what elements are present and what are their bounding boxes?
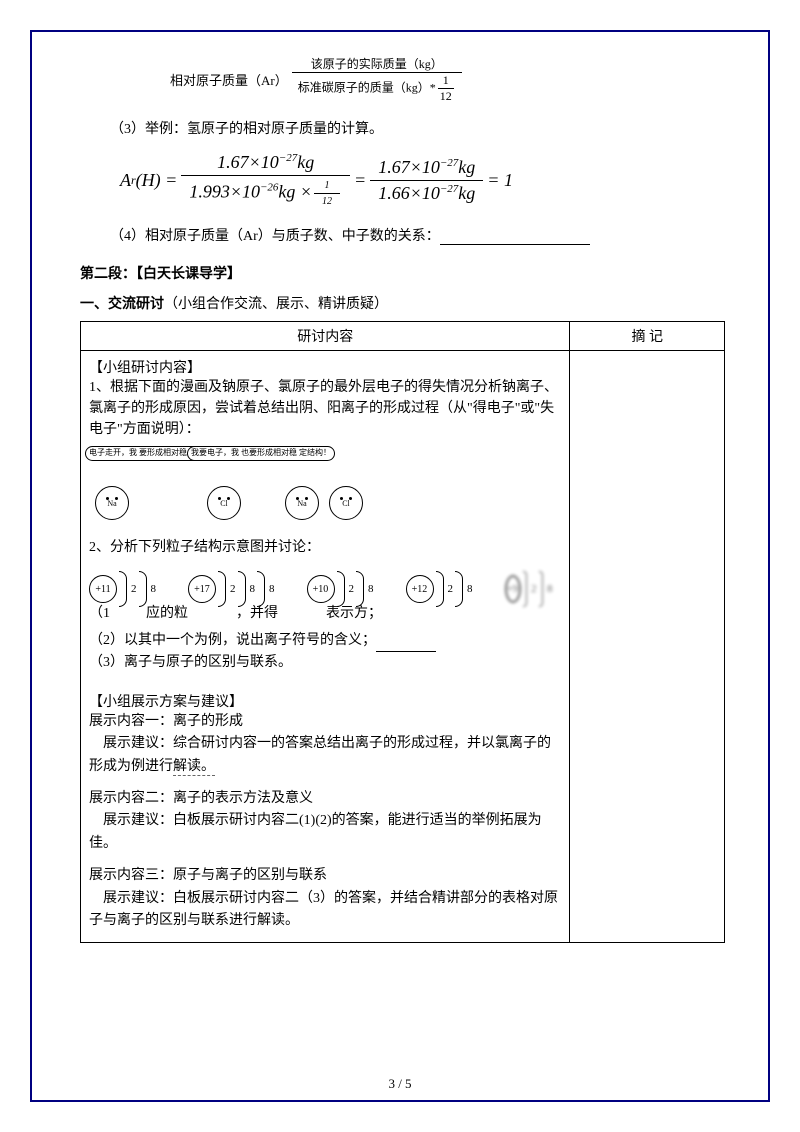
question-2-3: （3）离子与原子的区别与联系。 <box>89 652 561 674</box>
show-3-title: 展示内容三：原子与离子的区别与联系 <box>89 865 561 887</box>
col-header-content: 研讨内容 <box>81 322 570 351</box>
fraction-num: 该原子的实际质量（kg） <box>292 55 462 73</box>
question-2-2: （2）以其中一个为例，说出离子符号的含义； <box>89 630 561 652</box>
shell-atom-11: +1128 <box>89 564 158 614</box>
atom-na-icon: Na <box>95 486 129 520</box>
question-2: 2、分析下列粒子结构示意图并讨论： <box>89 536 561 556</box>
shell-atom-10: +1028 <box>307 564 376 614</box>
discussion-cell: 【小组研讨内容】 1、根据下面的漫画及钠原子、氯原子的最外层电子的得失情况分析钠… <box>81 351 570 943</box>
fraction-den: 标准碳原子的质量（kg）*112 <box>292 73 462 104</box>
shell-atom-17: +17288 <box>188 564 277 614</box>
relative-mass-formula: 相对原子质量（Ar） 该原子的实际质量（kg） 标准碳原子的质量（kg）*112 <box>170 55 725 104</box>
show-3-block: 展示内容三：原子与离子的区别与联系 展示建议：白板展示研讨内容二（3）的答案，并… <box>89 865 561 932</box>
formula-label: 相对原子质量（Ar） <box>170 70 288 89</box>
show-3-body: 展示建议：白板展示研讨内容二（3）的答案，并结合精讲部分的表格对原子与离子的区别… <box>89 888 561 933</box>
page-content: 相对原子质量（Ar） 该原子的实际质量（kg） 标准碳原子的质量（kg）*112… <box>80 55 725 1077</box>
plan-block: 【小组展示方案与建议】 展示内容一：离子的形成 展示建议：综合研讨内容一的答案总… <box>89 691 561 778</box>
exchange-head: 一、交流研讨（小组合作交流、展示、精讲质疑） <box>80 293 725 313</box>
col-header-notes: 摘 记 <box>570 322 725 351</box>
atom-cl-icon: Cl <box>329 486 363 520</box>
cartoon-na-lose: 电子走开，我 要形成相对稳 定结构！ Na <box>89 450 169 520</box>
group-discuss-block: 【小组研讨内容】 1、根据下面的漫画及钠原子、氯原子的最外层电子的得失情况分析钠… <box>89 357 561 440</box>
item-3: （3）举例：氢原子的相对原子质量的计算。 <box>110 118 725 138</box>
cartoon-cl-gain: 我要电子，我 也要形成相对稳 定结构！ Cl <box>187 450 267 520</box>
table-row: 【小组研讨内容】 1、根据下面的漫画及钠原子、氯原子的最外层电子的得失情况分析钠… <box>81 351 725 943</box>
show-2-title: 展示内容二：离子的表示方法及意义 <box>89 788 561 810</box>
big-frac-2: 1.67×10−27kg 1.66×10−27kg <box>370 155 483 206</box>
blank-fill[interactable] <box>440 231 590 245</box>
shell-atom-12: +1228 <box>406 564 475 614</box>
notes-cell[interactable] <box>570 351 725 943</box>
show-1-title: 展示内容一：离子的形成 <box>89 711 561 733</box>
shell-atom-9-blur: +928 <box>505 569 555 609</box>
item-4: （4）相对原子质量（Ar）与质子数、中子数的关系： <box>110 225 725 245</box>
atom-cl-icon: Cl <box>207 486 241 520</box>
cartoon-pair: Na Cl <box>285 450 385 520</box>
question-1: 1、根据下面的漫画及钠原子、氯原子的最外层电子的得失情况分析钠离子、氯离子的形成… <box>89 377 561 440</box>
show-2-body: 展示建议：白板展示研讨内容二(1)(2)的答案，能进行适当的举例拓展为佳。 <box>89 810 561 855</box>
cartoon-strip: 电子走开，我 要形成相对稳 定结构！ Na 我要电子，我 也要形成相对稳 定结构… <box>89 450 561 520</box>
show-1-body: 展示建议：综合研讨内容一的答案总结出离子的形成过程，并以氯离子的形成为例进行解读… <box>89 733 561 778</box>
atom-na-icon: Na <box>285 486 319 520</box>
hydrogen-calc-formula: Ar(H) = 1.67×10−27kg 1.993×10−26kg ×112 … <box>120 150 725 211</box>
show-2-block: 展示内容二：离子的表示方法及意义 展示建议：白板展示研讨内容二(1)(2)的答案… <box>89 788 561 855</box>
big-frac-1: 1.67×10−27kg 1.993×10−26kg ×112 <box>181 150 350 211</box>
blank-fill[interactable] <box>376 638 436 652</box>
plan-title: 【小组展示方案与建议】 <box>89 691 561 711</box>
mini-frac: 112 <box>438 73 454 104</box>
fraction: 该原子的实际质量（kg） 标准碳原子的质量（kg）*112 <box>292 55 462 104</box>
group-discuss-title: 【小组研讨内容】 <box>89 357 561 377</box>
table-header-row: 研讨内容 摘 记 <box>81 322 725 351</box>
page-footer: 3 / 5 <box>0 1076 800 1092</box>
section-2-head: 第二段：【白天长课导学】 <box>80 263 725 283</box>
discussion-table: 研讨内容 摘 记 【小组研讨内容】 1、根据下面的漫画及钠原子、氯原子的最外层电… <box>80 321 725 943</box>
